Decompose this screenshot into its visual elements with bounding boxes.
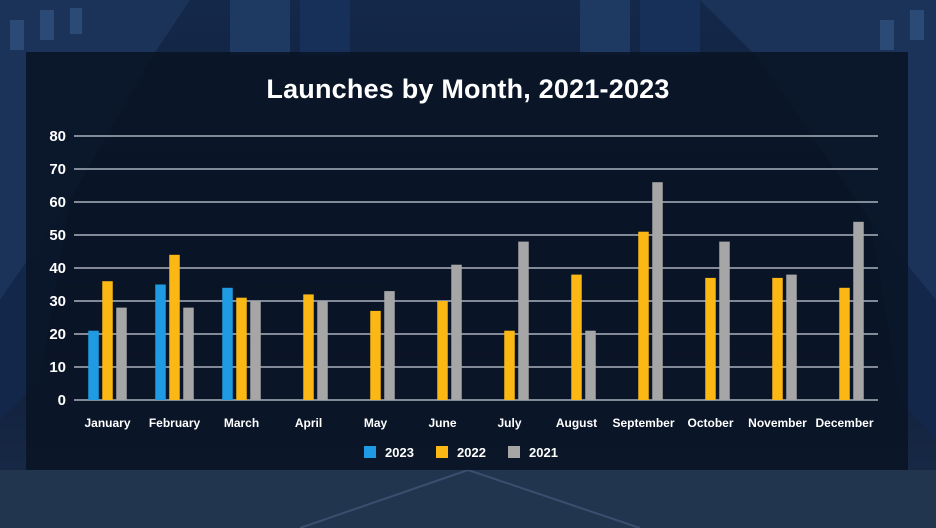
y-tick-label: 30 — [49, 293, 66, 310]
bar-2022-november — [772, 277, 783, 400]
gridlines — [74, 135, 878, 401]
legend-swatch-2022 — [436, 446, 448, 458]
bar-2022-february — [169, 254, 180, 400]
legend-label-2022: 2022 — [457, 445, 486, 460]
y-tick-label: 10 — [49, 359, 66, 376]
legend-swatch-2021 — [508, 446, 520, 458]
bar-2022-march — [236, 297, 247, 400]
bar-2021-april — [317, 301, 328, 400]
x-axis-category-labels: January February March April May June July Augu… — [84, 416, 873, 430]
bar-2021-february — [183, 307, 194, 400]
bar-2021-october — [719, 241, 730, 400]
y-tick-label: 40 — [49, 260, 66, 277]
y-tick-label: 50 — [49, 227, 66, 244]
bar-2022-december — [839, 287, 850, 400]
chart-title: Launches by Month, 2021-2023 — [266, 74, 670, 104]
legend-swatch-2023 — [364, 446, 376, 458]
y-tick-label: 80 — [49, 128, 66, 145]
bar-2021-july — [518, 241, 529, 400]
bar-2021-march — [250, 301, 261, 400]
x-category-label: February — [149, 416, 201, 430]
x-category-label: August — [556, 416, 597, 430]
y-tick-label: 60 — [49, 194, 66, 211]
bar-2023-january — [88, 330, 99, 400]
bar-2023-february — [155, 284, 166, 400]
bar-2021-january — [116, 307, 127, 400]
bars — [88, 182, 864, 400]
bar-2021-september — [652, 182, 663, 400]
x-category-label: November — [748, 416, 807, 430]
bar-2022-april — [303, 294, 314, 400]
bar-2021-december — [853, 221, 864, 400]
bar-2021-june — [451, 264, 462, 400]
bar-2022-july — [504, 330, 515, 400]
x-category-label: June — [428, 416, 456, 430]
x-category-label: April — [295, 416, 322, 430]
y-axis-tick-labels: 0 10 20 30 40 50 60 70 80 — [49, 128, 66, 409]
y-tick-label: 20 — [49, 326, 66, 343]
y-tick-label: 70 — [49, 161, 66, 178]
bar-2021-november — [786, 274, 797, 400]
bar-2022-october — [705, 277, 716, 400]
x-category-label: July — [497, 416, 521, 430]
legend-label-2023: 2023 — [385, 445, 414, 460]
bar-2021-august — [585, 330, 596, 400]
bar-2022-may — [370, 310, 381, 400]
x-category-label: March — [224, 416, 259, 430]
x-category-label: December — [815, 416, 873, 430]
bar-2022-september — [638, 231, 649, 400]
y-tick-label: 0 — [58, 392, 66, 409]
x-category-label: January — [84, 416, 130, 430]
x-category-label: September — [612, 416, 674, 430]
x-category-label: October — [687, 416, 733, 430]
bar-2022-june — [437, 301, 448, 400]
bar-2023-march — [222, 287, 233, 400]
bar-2021-may — [384, 291, 395, 400]
x-category-label: May — [364, 416, 388, 430]
bar-2022-august — [571, 274, 582, 400]
legend: 2023 2022 2021 — [364, 445, 558, 460]
bar-2022-january — [102, 281, 113, 400]
legend-label-2021: 2021 — [529, 445, 558, 460]
